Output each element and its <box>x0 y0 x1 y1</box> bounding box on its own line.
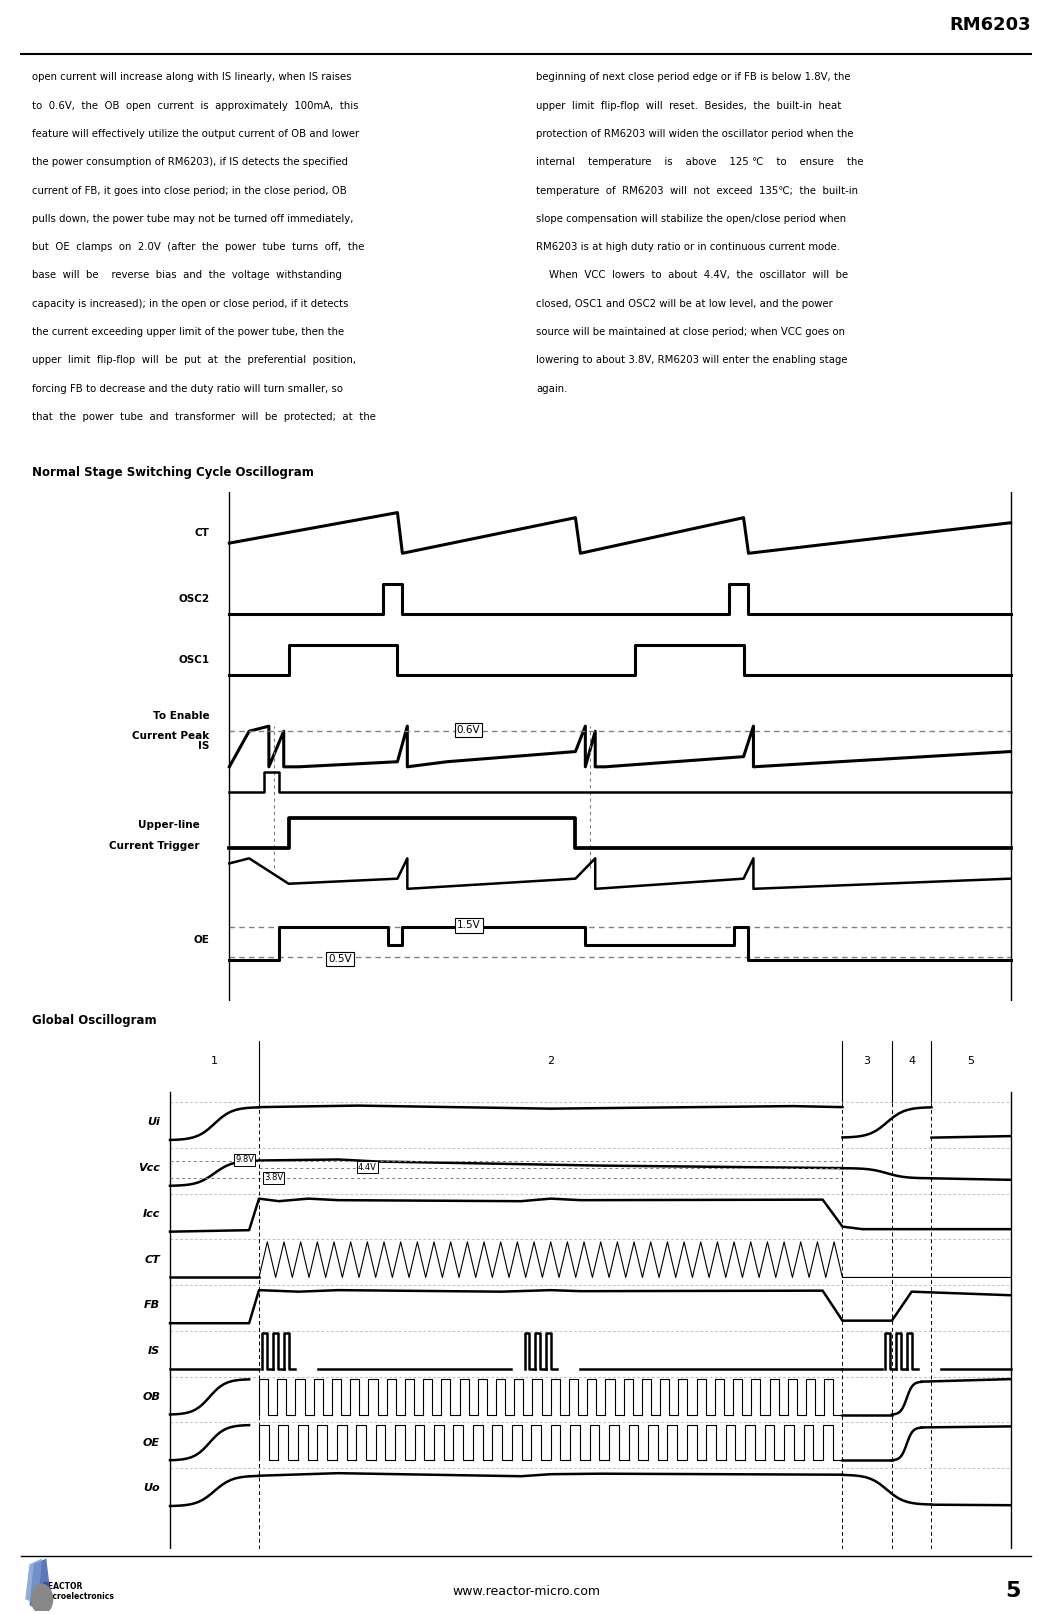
Text: that  the  power  tube  and  transformer  will  be  protected;  at  the: that the power tube and transformer will… <box>32 412 376 421</box>
Text: Icc: Icc <box>143 1209 160 1219</box>
Text: 9.8V: 9.8V <box>235 1156 255 1164</box>
Text: lowering to about 3.8V, RM6203 will enter the enabling stage: lowering to about 3.8V, RM6203 will ente… <box>535 355 848 365</box>
Text: source will be maintained at close period; when VCC goes on: source will be maintained at close perio… <box>535 328 845 337</box>
Text: OSC1: OSC1 <box>179 655 209 665</box>
Text: 1.5V: 1.5V <box>457 920 481 930</box>
Text: FB: FB <box>144 1301 160 1311</box>
Text: OE: OE <box>143 1438 160 1448</box>
Text: When  VCC  lowers  to  about  4.4V,  the  oscillator  will  be: When VCC lowers to about 4.4V, the oscil… <box>535 271 848 281</box>
Text: protection of RM6203 will widen the oscillator period when the: protection of RM6203 will widen the osci… <box>535 129 853 139</box>
Text: To Enable: To Enable <box>153 712 209 721</box>
Text: CT: CT <box>195 528 209 537</box>
Text: Uo: Uo <box>143 1483 160 1493</box>
Text: current of FB, it goes into close period; in the close period, OB: current of FB, it goes into close period… <box>32 186 346 195</box>
Text: the power consumption of RM6203), if IS detects the specified: the power consumption of RM6203), if IS … <box>32 157 347 168</box>
Text: feature will effectively utilize the output current of OB and lower: feature will effectively utilize the out… <box>32 129 359 139</box>
Text: REACTOR
Microelectronics: REACTOR Microelectronics <box>42 1582 114 1601</box>
Text: pulls down, the power tube may not be turned off immediately,: pulls down, the power tube may not be tu… <box>32 213 352 224</box>
Text: again.: again. <box>535 384 567 394</box>
Text: Global Oscillogram: Global Oscillogram <box>32 1014 156 1028</box>
Text: temperature  of  RM6203  will  not  exceed  135℃;  the  built-in: temperature of RM6203 will not exceed 13… <box>535 186 857 195</box>
Text: but  OE  clamps  on  2.0V  (after  the  power  tube  turns  off,  the: but OE clamps on 2.0V (after the power t… <box>32 242 364 252</box>
Text: CT: CT <box>144 1254 160 1265</box>
Text: Current Peak: Current Peak <box>133 731 209 741</box>
Circle shape <box>32 1585 53 1614</box>
Text: OB: OB <box>142 1391 160 1403</box>
Text: 5: 5 <box>968 1057 974 1067</box>
Text: upper  limit  flip-flop  will  be  put  at  the  preferential  position,: upper limit flip-flop will be put at the… <box>32 355 356 365</box>
Text: 3.8V: 3.8V <box>264 1173 283 1183</box>
Text: base  will  be    reverse  bias  and  the  voltage  withstanding: base will be reverse bias and the voltag… <box>32 271 342 281</box>
Text: IS: IS <box>148 1346 160 1356</box>
Text: upper  limit  flip-flop  will  reset.  Besides,  the  built-in  heat: upper limit flip-flop will reset. Beside… <box>535 100 842 111</box>
Text: Ui: Ui <box>147 1117 160 1127</box>
Text: 1: 1 <box>211 1057 218 1067</box>
Text: internal    temperature    is    above    125 ℃    to    ensure    the: internal temperature is above 125 ℃ to e… <box>535 157 864 168</box>
Text: IS: IS <box>198 741 209 752</box>
Text: OSC2: OSC2 <box>179 594 209 604</box>
Polygon shape <box>25 1559 42 1604</box>
Text: 0.5V: 0.5V <box>328 954 351 964</box>
Text: 3: 3 <box>864 1057 871 1067</box>
Text: the current exceeding upper limit of the power tube, then the: the current exceeding upper limit of the… <box>32 328 344 337</box>
Text: closed, OSC1 and OSC2 will be at low level, and the power: closed, OSC1 and OSC2 will be at low lev… <box>535 299 832 308</box>
Text: 4.4V: 4.4V <box>358 1162 377 1172</box>
Text: 4: 4 <box>908 1057 915 1067</box>
Text: beginning of next close period edge or if FB is below 1.8V, the: beginning of next close period edge or i… <box>535 73 850 82</box>
Text: 0.6V: 0.6V <box>457 725 481 734</box>
Text: RM6203: RM6203 <box>949 16 1031 34</box>
Text: capacity is increased); in the open or close period, if it detects: capacity is increased); in the open or c… <box>32 299 348 308</box>
Text: Upper-line: Upper-line <box>138 820 200 830</box>
Text: Normal Stage Switching Cycle Oscillogram: Normal Stage Switching Cycle Oscillogram <box>32 465 313 479</box>
Text: Current Trigger: Current Trigger <box>109 841 200 851</box>
Text: 2: 2 <box>547 1057 554 1067</box>
Text: slope compensation will stabilize the open/close period when: slope compensation will stabilize the op… <box>535 213 846 224</box>
Text: RM6203 is at high duty ratio or in continuous current mode.: RM6203 is at high duty ratio or in conti… <box>535 242 839 252</box>
Text: OE: OE <box>194 935 209 944</box>
Text: 5: 5 <box>1005 1582 1020 1601</box>
Text: forcing FB to decrease and the duty ratio will turn smaller, so: forcing FB to decrease and the duty rati… <box>32 384 343 394</box>
Text: open current will increase along with IS linearly, when IS raises: open current will increase along with IS… <box>32 73 351 82</box>
Text: to  0.6V,  the  OB  open  current  is  approximately  100mA,  this: to 0.6V, the OB open current is approxim… <box>32 100 358 111</box>
Text: Vcc: Vcc <box>138 1164 160 1173</box>
Polygon shape <box>29 1559 50 1611</box>
Text: www.reactor-micro.com: www.reactor-micro.com <box>452 1585 600 1598</box>
